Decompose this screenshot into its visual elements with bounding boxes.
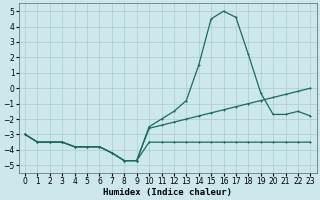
- X-axis label: Humidex (Indice chaleur): Humidex (Indice chaleur): [103, 188, 232, 197]
